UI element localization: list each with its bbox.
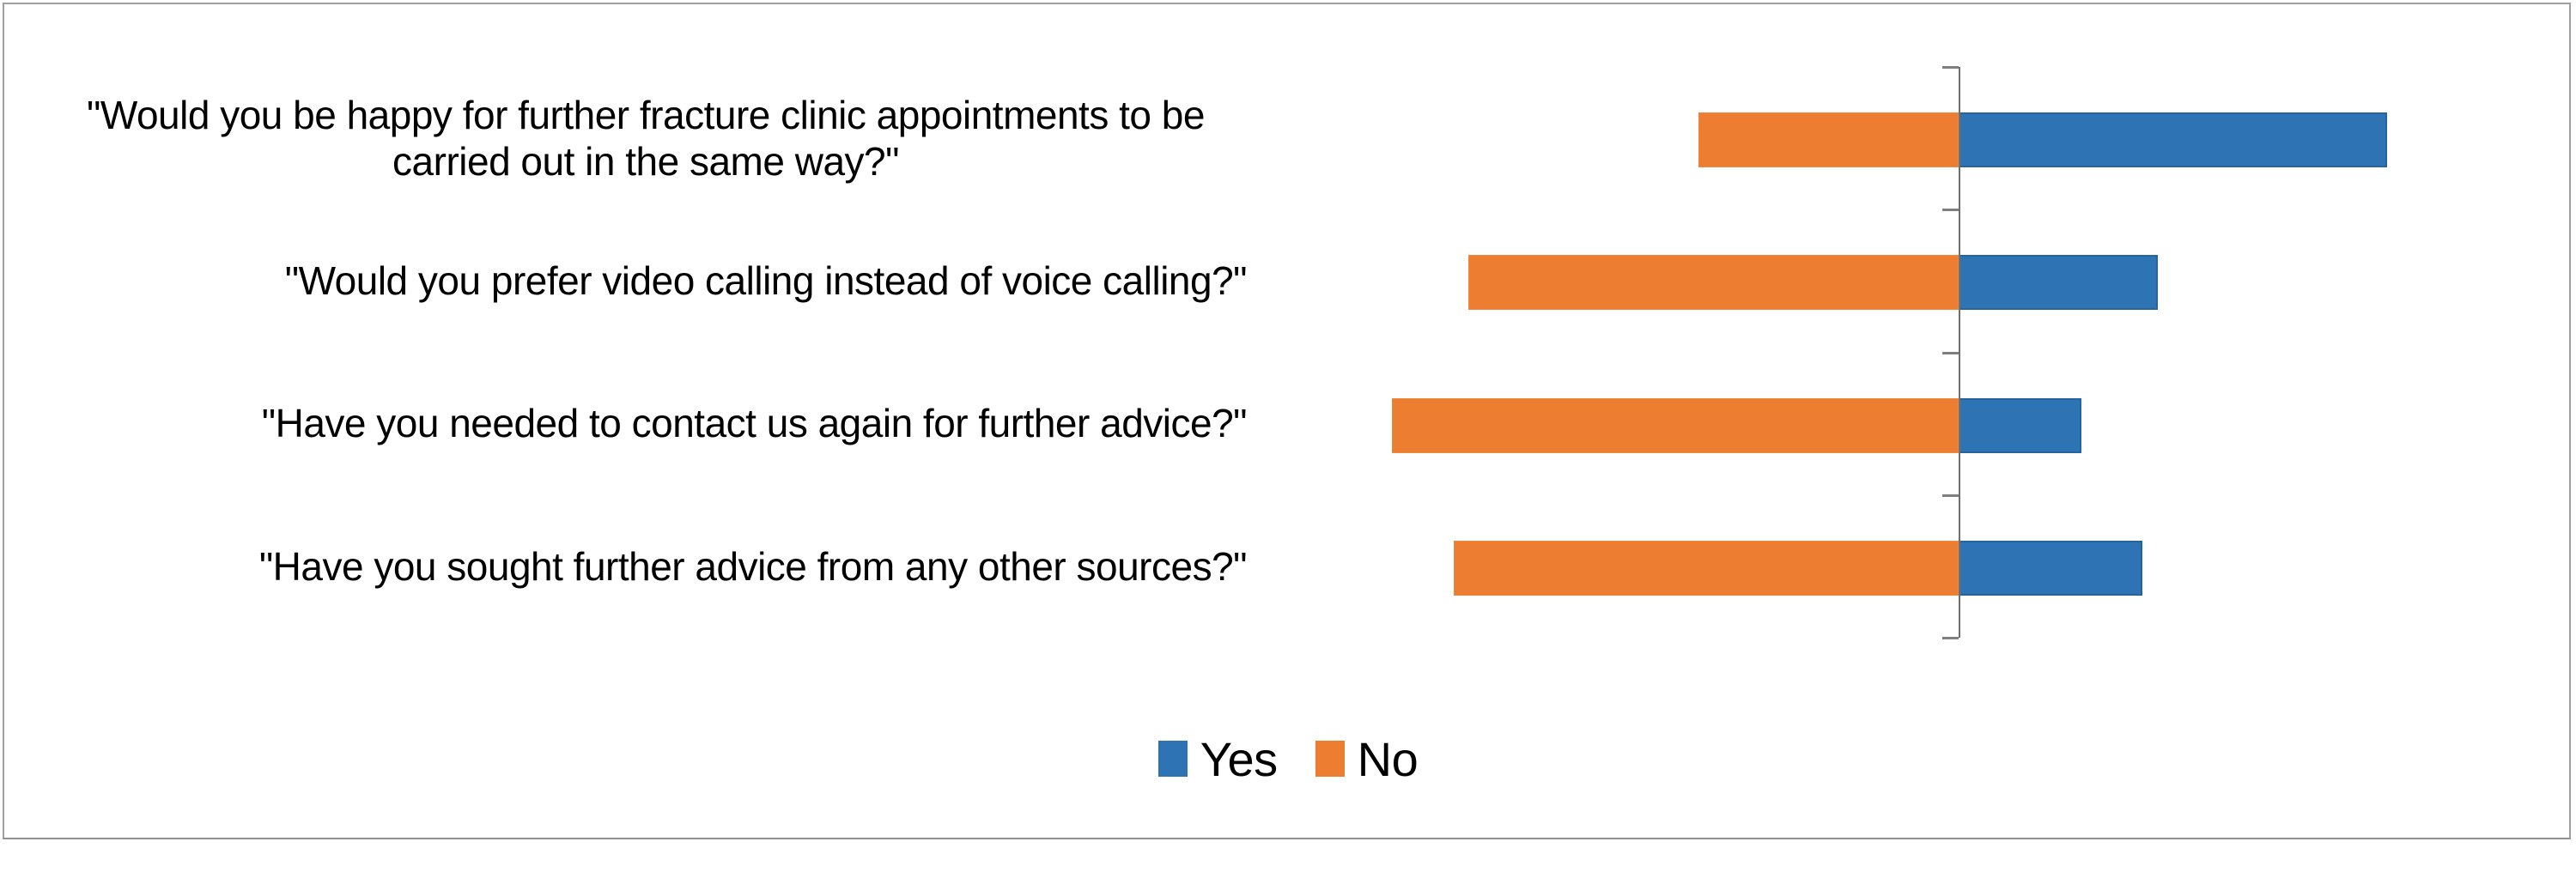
bar-no <box>1698 112 1959 167</box>
category-label: "Have you needed to contact us again for… <box>261 401 1248 446</box>
legend: Yes No <box>0 728 2576 790</box>
axis-tick <box>1942 352 1959 354</box>
category-label: "Have you sought further advice from any… <box>258 543 1248 589</box>
bar-yes <box>1959 255 2158 311</box>
legend-label-no: No <box>1357 731 1419 786</box>
category-label-row: "Have you sought further advice from any… <box>0 495 1248 638</box>
category-label: "Would you be happy for further fracture… <box>87 92 1205 185</box>
bar-yes <box>1959 540 2142 596</box>
category-axis-line <box>1959 67 1960 638</box>
category-label-row: "Would you prefer video calling instead … <box>0 209 1248 352</box>
axis-tick <box>1942 494 1959 497</box>
bar-no <box>1454 540 1959 596</box>
bar-no <box>1392 397 1959 453</box>
legend-item-no: No <box>1315 731 1419 787</box>
category-label-row: "Have you needed to contact us again for… <box>0 353 1248 495</box>
yes-series-swatch-icon <box>1157 741 1188 777</box>
bar-yes <box>1959 112 2387 167</box>
legend-item-yes: Yes <box>1157 731 1278 787</box>
no-series-swatch-icon <box>1315 741 1345 777</box>
category-label-row: "Would you be happy for further fracture… <box>0 67 1247 209</box>
category-label: "Would you prefer video calling instead … <box>284 258 1248 304</box>
bar-yes <box>1959 397 2081 453</box>
bar-no <box>1468 255 1959 311</box>
legend-label-yes: Yes <box>1200 731 1278 786</box>
axis-tick <box>1942 637 1959 639</box>
axis-tick <box>1942 209 1959 211</box>
axis-tick <box>1942 66 1959 69</box>
